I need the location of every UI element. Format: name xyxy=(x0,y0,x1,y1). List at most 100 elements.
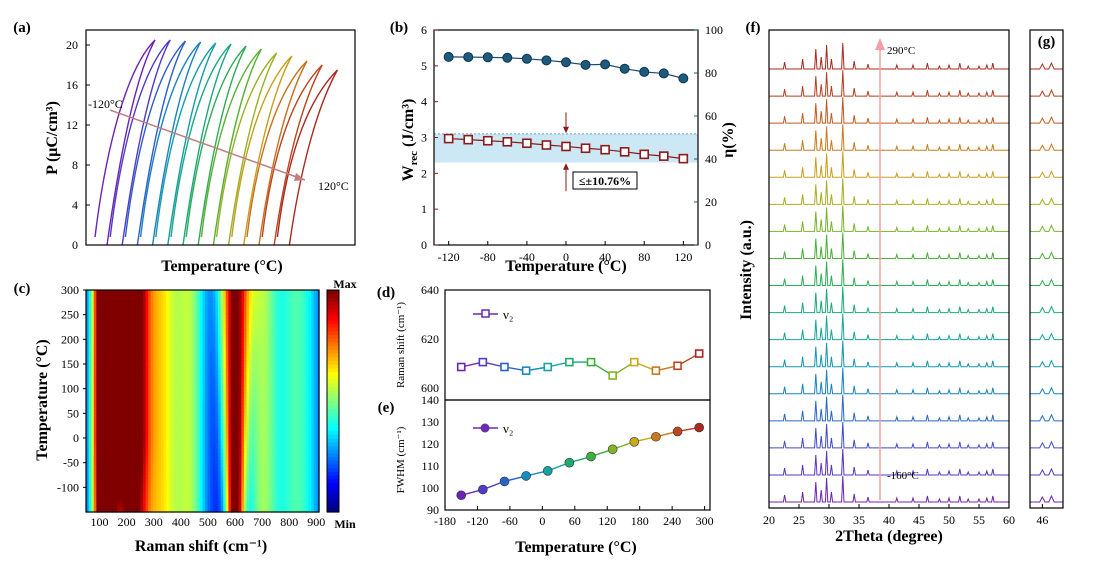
heatmap-cell xyxy=(313,482,318,487)
heatmap-cell xyxy=(96,393,100,398)
heatmap-cell xyxy=(186,389,191,395)
heatmap-cell xyxy=(153,482,157,487)
heatmap-cell xyxy=(181,360,185,365)
heatmap-cell xyxy=(285,463,289,469)
heatmap-cell xyxy=(104,352,108,358)
heatmap-cell xyxy=(300,389,305,395)
heatmap-cell xyxy=(117,482,121,487)
heatmap-cell xyxy=(130,297,134,302)
heatmap-cell xyxy=(316,412,320,417)
heatmap-cell xyxy=(264,475,268,480)
heatmap-cell xyxy=(119,364,123,369)
heatmap-cell xyxy=(228,345,232,350)
heatmap-cell xyxy=(189,301,193,306)
heatmap-cell xyxy=(86,486,90,491)
heatmap-cell xyxy=(218,319,222,324)
heatmap-cell xyxy=(179,356,183,361)
heatmap-cell xyxy=(137,293,141,298)
heatmap-cell xyxy=(148,382,152,387)
heatmap-cell xyxy=(88,304,92,310)
heatmap-cell xyxy=(267,360,271,365)
heatmap-cell xyxy=(308,301,312,306)
heatmap-cell xyxy=(202,408,206,413)
heatmap-cell xyxy=(285,301,289,306)
heatmap-cell xyxy=(197,404,201,409)
heatmap-cell xyxy=(212,408,217,413)
heatmap-cell xyxy=(277,334,281,339)
heatmap-cell xyxy=(230,475,235,480)
heatmap-cell xyxy=(251,315,255,321)
heatmap-cell xyxy=(236,460,240,465)
heatmap-cell xyxy=(130,482,134,487)
heatmap-cell xyxy=(197,423,201,428)
heatmap-cell xyxy=(215,471,219,476)
heatmap-cell xyxy=(155,367,160,372)
heatmap-cell xyxy=(124,315,129,321)
heatmap-cell xyxy=(254,423,258,428)
heatmap-cell xyxy=(117,412,121,417)
heatmap-cell xyxy=(137,404,141,409)
heatmap-cell xyxy=(127,290,131,295)
heatmap-cell xyxy=(111,463,116,469)
heatmap-cell xyxy=(225,412,229,417)
heatmap-cell xyxy=(181,367,185,372)
heatmap-cell xyxy=(158,449,162,454)
heatmap-cell xyxy=(158,430,162,435)
heatmap-cell xyxy=(158,486,162,491)
heatmap-cell xyxy=(88,334,92,339)
hysteresis-loop xyxy=(231,55,293,238)
heatmap-cell xyxy=(148,367,152,372)
heatmap-cell xyxy=(158,467,162,472)
heatmap-cell xyxy=(207,352,211,358)
heatmap-cell xyxy=(287,352,292,358)
heatmap-cell xyxy=(249,415,253,421)
heatmap-cell xyxy=(300,327,305,332)
heatmap-cell xyxy=(290,401,294,406)
heatmap-cell xyxy=(101,330,105,335)
heatmap-cell xyxy=(256,330,261,335)
heatmap-cell xyxy=(243,419,248,424)
heatmap-cell xyxy=(212,401,217,406)
heatmap-cell xyxy=(293,327,297,332)
heatmap-cell xyxy=(98,412,103,417)
heatmap-cell xyxy=(130,449,134,454)
heatmap-cell xyxy=(212,304,217,310)
heatmap-cell xyxy=(171,290,175,295)
heatmap-cell xyxy=(142,475,147,480)
heatmap-cell xyxy=(111,423,116,428)
heatmap-cell xyxy=(166,423,170,428)
heatmap-cell xyxy=(86,330,90,335)
heatmap-cell xyxy=(303,460,307,465)
heatmap-cell xyxy=(155,486,160,491)
heatmap-cell xyxy=(225,449,229,454)
heatmap-cell xyxy=(86,360,90,365)
heatmap-cell xyxy=(137,378,141,384)
heatmap-cell xyxy=(150,338,154,343)
heatmap-cell xyxy=(119,293,123,298)
heatmap-cell xyxy=(130,312,134,317)
heatmap-cell xyxy=(212,397,217,402)
heatmap-cell xyxy=(205,364,209,369)
heatmap-cell xyxy=(86,308,90,313)
heatmap-cell xyxy=(93,415,97,421)
heatmap-cell xyxy=(88,367,92,372)
heatmap-cell xyxy=(91,345,95,350)
heatmap-cell xyxy=(106,397,110,402)
heatmap-cell xyxy=(163,441,167,446)
heatmap-cell xyxy=(233,297,237,302)
heatmap-cell xyxy=(171,401,175,406)
heatmap-cell xyxy=(98,367,103,372)
heatmap-cell xyxy=(274,293,279,298)
heatmap-cell xyxy=(163,352,167,358)
heatmap-cell xyxy=(306,430,310,435)
heatmap-cell xyxy=(241,356,245,361)
heatmap-cell xyxy=(215,404,219,409)
heatmap-cell xyxy=(236,338,240,343)
heatmap-cell xyxy=(295,486,299,491)
heatmap-cell xyxy=(293,463,297,469)
heatmap-cell xyxy=(142,438,147,443)
heatmap-cell xyxy=(163,290,167,295)
heatmap-cell xyxy=(171,319,175,324)
heatmap-cell xyxy=(104,482,108,487)
heatmap-cell xyxy=(306,297,310,302)
